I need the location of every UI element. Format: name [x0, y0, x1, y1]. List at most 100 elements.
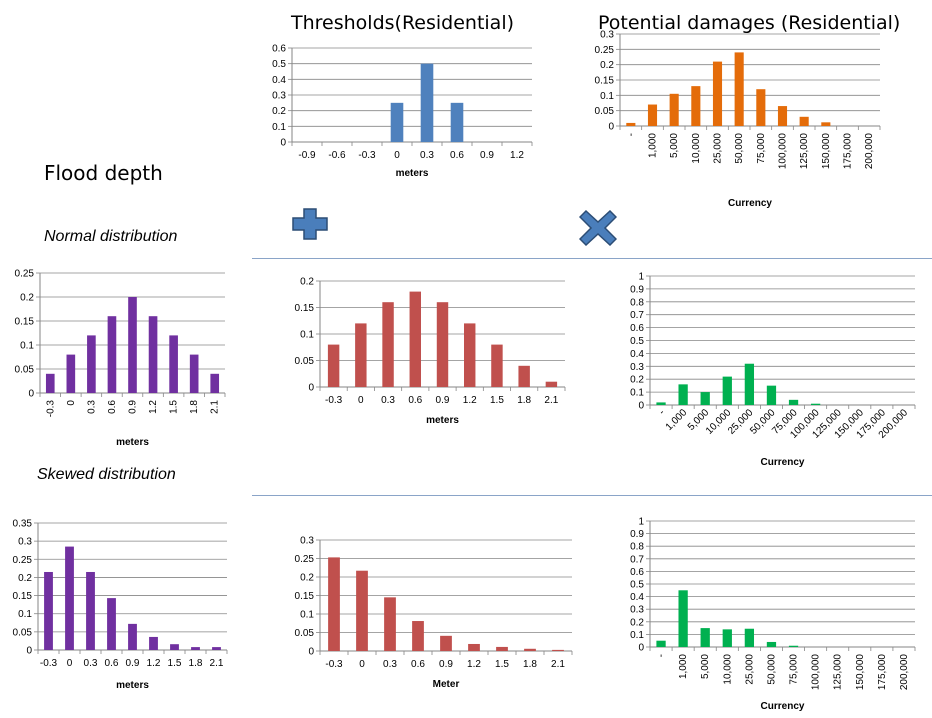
x-tick-label: 200,000 — [899, 654, 910, 691]
x-tick-label: 0.3 — [420, 150, 434, 161]
x-tick-label: 1.2 — [148, 400, 159, 414]
y-tick-label: 0.2 — [272, 106, 286, 117]
normal-damage-chart: 00.10.20.30.40.50.60.70.80.91-1,0005,000… — [630, 272, 916, 468]
y-tick-label: 0.2 — [630, 617, 644, 628]
x-tick-label: 0.3 — [84, 658, 98, 669]
x-tick-label: -0.3 — [325, 659, 343, 670]
y-tick-label: 0 — [608, 122, 614, 133]
bar — [356, 570, 368, 651]
y-tick-label: 1 — [638, 272, 644, 283]
y-tick-label: 0.8 — [630, 542, 644, 553]
bar — [777, 106, 788, 126]
skewed-distribution-heading: Skewed distribution — [37, 466, 176, 483]
plus-icon — [292, 208, 328, 240]
x-tick-label: 1.8 — [517, 395, 531, 406]
bar — [722, 376, 732, 405]
y-tick-label: 0.15 — [295, 303, 315, 314]
bar — [678, 590, 688, 647]
x-tick-label: 0 — [394, 150, 400, 161]
bar — [450, 102, 464, 142]
y-tick-label: 0.3 — [600, 30, 614, 41]
y-tick-label: 0.15 — [15, 317, 35, 328]
y-tick-label: 0.2 — [600, 60, 614, 71]
bar — [468, 643, 480, 651]
bar — [788, 399, 799, 405]
bar — [766, 385, 777, 405]
x-tick-label: 150,000 — [821, 133, 832, 170]
x-tick-label: -0.3 — [45, 400, 56, 418]
y-tick-label: 0.15 — [595, 76, 615, 87]
x-tick-label: 0.6 — [450, 150, 464, 161]
bar — [700, 392, 710, 405]
bar — [491, 344, 503, 387]
bar — [821, 122, 831, 126]
bar — [409, 291, 421, 387]
x-axis-title: Currency — [728, 198, 772, 209]
x-tick-label: 5,000 — [669, 133, 680, 158]
x-axis-title: meters — [396, 168, 429, 179]
bar — [766, 641, 777, 647]
x-tick-label: 0.9 — [128, 400, 139, 414]
bar — [45, 373, 55, 393]
y-tick-label: 0.4 — [630, 349, 644, 360]
y-tick-label: 0.1 — [600, 91, 614, 102]
y-tick-label: 0.05 — [15, 365, 35, 376]
y-tick-label: 0.35 — [13, 519, 33, 530]
y-tick-label: 0.6 — [630, 567, 644, 578]
bar — [440, 635, 452, 651]
x-tick-label: 125,000 — [833, 654, 844, 691]
bar — [382, 302, 394, 387]
bar — [210, 373, 220, 393]
bar — [436, 302, 449, 387]
skewed-result-chart: 0 0.05 0.1 0.15 0.2 0.25 0.3 -0.3 0 0.3 0.6 0.9 1.2 1… — [295, 536, 573, 690]
y-tick-label: 0.2 — [20, 293, 34, 304]
bar — [744, 363, 755, 405]
y-tick-label: 0.3 — [300, 536, 314, 547]
y-tick-label: 0.8 — [630, 297, 644, 308]
bar — [44, 571, 53, 650]
y-tick-label: 0.1 — [272, 122, 286, 133]
x-axis-title: Meter — [433, 679, 460, 690]
x-tick-label: 1.2 — [147, 658, 161, 669]
normal-result-chart: 0 0.05 0.1 0.15 0.2 -0.3 0 0.3 0.6 0.9 1.2 1.5 1.8 2.… — [295, 277, 566, 426]
y-tick-label: 0.7 — [630, 554, 644, 565]
thresholds-title: Thresholds(Residential) — [291, 12, 515, 34]
x-tick-label: 2.1 — [210, 400, 221, 414]
y-tick-label: 0.05 — [595, 106, 615, 117]
bar — [669, 93, 679, 126]
normal-depth-chart: 0 0.05 0.1 0.15 0.2 0.25 -0.3 0 0.3 0.6 0.9 1.2 1.5 1… — [15, 269, 226, 448]
bar — [810, 403, 821, 405]
x-tick-label: 1.5 — [168, 658, 182, 669]
y-tick-label: 0.15 — [13, 591, 33, 602]
y-tick-label: 0 — [638, 401, 644, 412]
bar — [691, 86, 701, 126]
x-tick-label: 75,000 — [756, 133, 767, 164]
damages-title: Potential damages (Residential) — [598, 12, 901, 34]
x-tick-label: 0 — [67, 658, 73, 669]
x-tick-label: 1.5 — [169, 400, 180, 414]
x-tick-label: 0.9 — [126, 658, 140, 669]
bar — [189, 354, 199, 393]
bar — [87, 335, 96, 393]
x-tick-label: 0.9 — [480, 150, 494, 161]
x-axis-title: Currency — [761, 457, 805, 468]
bar — [355, 323, 367, 387]
x-tick-label: 1,000 — [664, 407, 690, 433]
bar — [647, 104, 658, 126]
x-tick-label: 125,000 — [799, 133, 810, 170]
y-tick-label: 0.2 — [18, 573, 32, 584]
bar — [170, 644, 179, 650]
bar — [107, 316, 117, 393]
bar — [799, 116, 809, 126]
x-tick-label: 75,000 — [789, 654, 800, 685]
bar — [65, 546, 74, 650]
y-tick-label: 0.25 — [295, 554, 315, 565]
x-tick-label: 50,000 — [766, 654, 777, 685]
bar — [86, 571, 95, 650]
bar — [420, 63, 434, 142]
section-divider-skewed — [252, 495, 932, 496]
y-tick-label: 0.3 — [630, 605, 644, 616]
y-tick-label: 0.05 — [13, 627, 33, 638]
x-axis-title: meters — [426, 415, 459, 426]
bar — [552, 649, 564, 651]
